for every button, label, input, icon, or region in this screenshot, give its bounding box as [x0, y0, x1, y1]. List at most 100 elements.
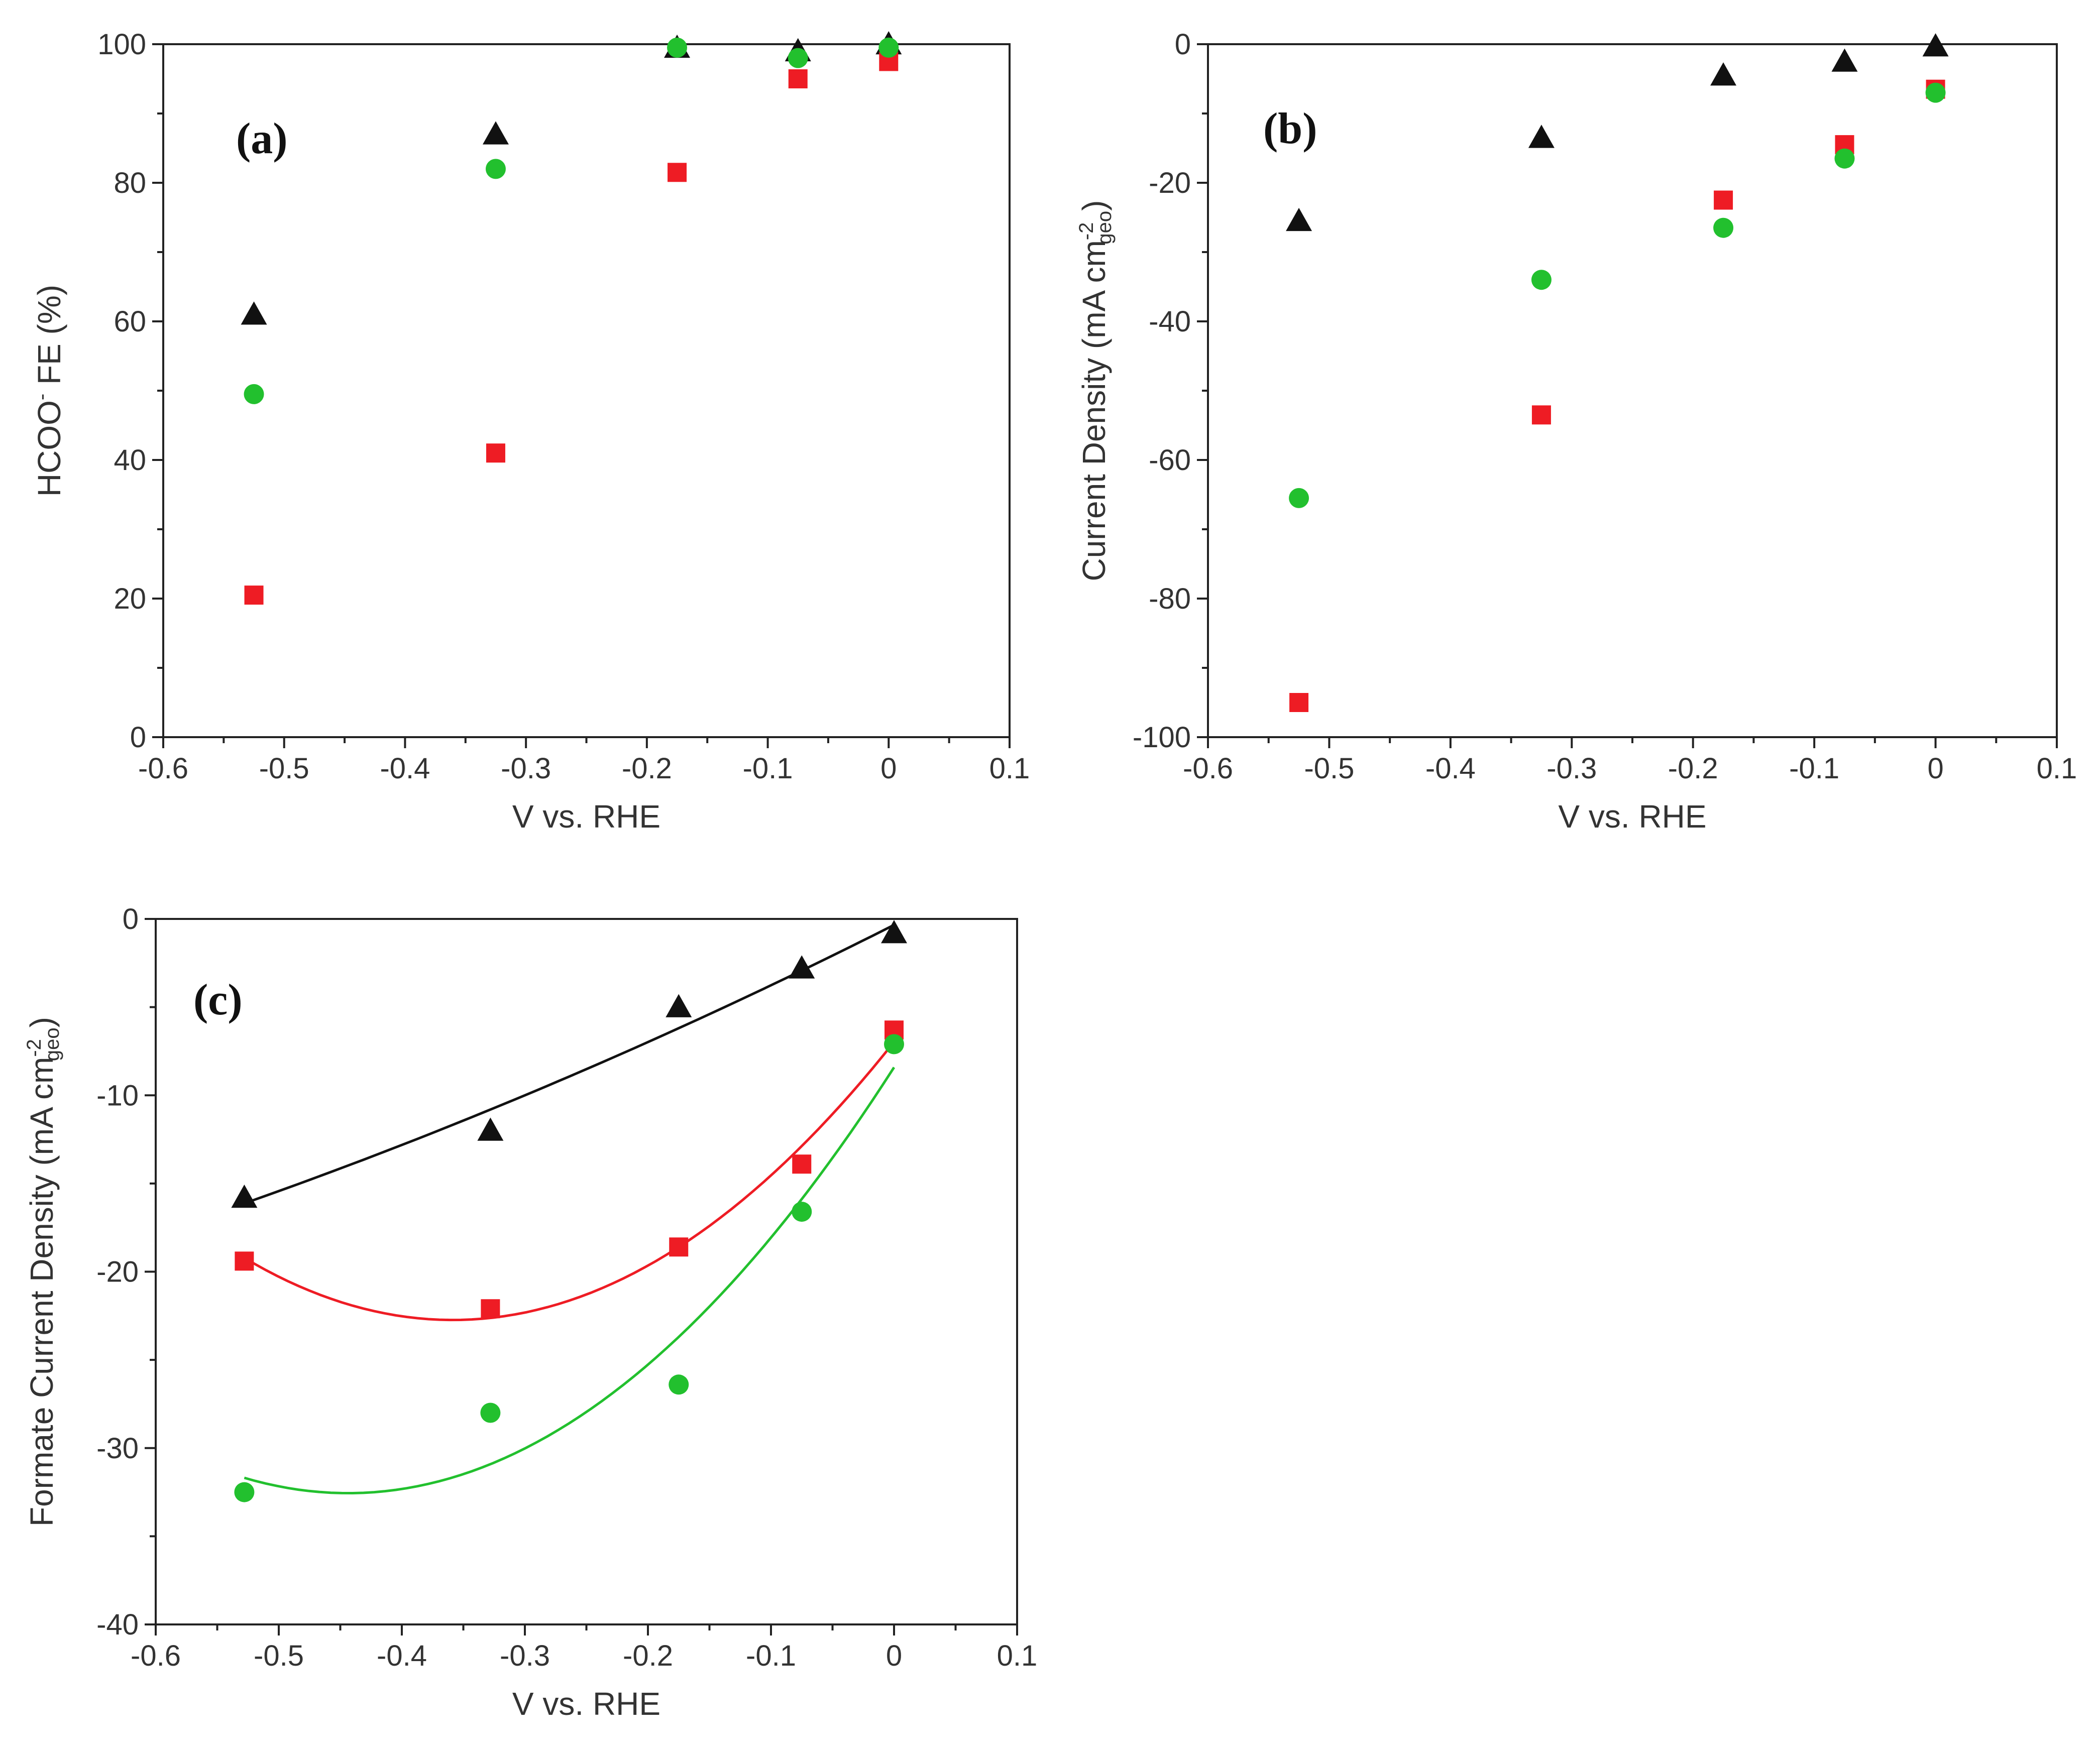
data-point-black: [1710, 62, 1737, 86]
data-point-red: [1289, 693, 1309, 712]
y-tick-label: -20: [96, 1256, 139, 1289]
x-tick-label: -0.5: [254, 1640, 304, 1672]
y-tick-label: 60: [114, 305, 146, 338]
y-tick-label: -100: [1133, 721, 1191, 754]
y-tick-label: 100: [97, 28, 146, 61]
data-point-green: [884, 1034, 904, 1055]
y-tick-label: 0: [1175, 28, 1191, 61]
x-tick-label: -0.5: [259, 752, 309, 785]
x-tick-label: 0: [880, 752, 897, 785]
y-axis-title-main: Formate Current Density (mA cm: [24, 1057, 60, 1527]
x-tick-label: -0.3: [501, 752, 551, 785]
x-axis-title-a: V vs. RHE: [512, 798, 660, 835]
panel-label-b: (b): [1263, 104, 1317, 153]
y-axis-title-c: Formate Current Density (mA cm-2geo): [23, 1017, 63, 1527]
y-tick-label: 20: [114, 582, 146, 615]
x-tick-label: -0.3: [500, 1640, 550, 1672]
y-tick-label: 80: [114, 167, 146, 199]
panel-a: -0.6 -0.5 -0.4 -0.3 -0.2 -0.1 0 0.1 0 20 40 60 80 100…: [31, 28, 1030, 835]
y-axis-title-b: Current Density (mA cm-2geo): [1075, 200, 1116, 581]
y-tick-label: 0: [130, 721, 146, 754]
panel-c: -0.6 -0.5 -0.4 -0.3 -0.2 -0.1 0 0.1-40-30-20-10…: [23, 903, 1037, 1722]
data-point-red: [481, 1299, 500, 1319]
y-tick-label: -40: [1149, 305, 1191, 338]
panel-label-a: (a): [236, 114, 288, 163]
x-tick-label: -0.2: [622, 752, 672, 785]
x-tick-label: -0.1: [1789, 752, 1839, 785]
ticks-b: -0.6 -0.5 -0.4 -0.3 -0.2 -0.1 0 0.1 -100 -80 -60 -4…: [1133, 28, 2077, 785]
y-axis-title-sup: -2: [23, 1039, 45, 1057]
y-axis-title-sup: -2: [1075, 222, 1097, 241]
y-axis-title-sub: geo: [41, 1027, 63, 1061]
x-axis-title-b: V vs. RHE: [1558, 798, 1706, 835]
x-tick-label: -0.6: [131, 1640, 181, 1672]
data-points-a: [241, 31, 902, 605]
data-points-b: [1286, 33, 1949, 712]
x-tick-label: -0.4: [377, 1640, 427, 1672]
data-point-green: [480, 1403, 501, 1423]
x-tick-label: 0: [1927, 752, 1943, 785]
ticks-a: -0.6 -0.5 -0.4 -0.3 -0.2 -0.1 0 0.1 0 20 40 60 80 100: [97, 28, 1030, 785]
data-point-black: [241, 301, 267, 325]
x-tick-label: -0.1: [746, 1640, 796, 1672]
y-tick-label: 40: [114, 444, 146, 477]
y-axis-title-main: HCOO: [31, 400, 67, 497]
x-tick-label: -0.1: [743, 752, 793, 785]
data-point-black: [881, 920, 907, 944]
ticks-c: -0.6 -0.5 -0.4 -0.3 -0.2 -0.1 0 0.1 -40 -30 -20 -10…: [96, 903, 1037, 1672]
panel-label-c: (c): [193, 976, 243, 1024]
panel-b: -0.6 -0.5 -0.4 -0.3 -0.2 -0.1 0 0.1 -100 -80 -60 -4…: [1075, 28, 2077, 835]
fit-curve-green: [244, 1067, 896, 1495]
x-tick-label: 0.1: [997, 1640, 1038, 1672]
y-tick-label: 0: [123, 903, 139, 936]
data-point-black: [477, 1117, 504, 1141]
data-point-green: [878, 37, 899, 58]
y-axis-title-sup: -: [31, 394, 53, 400]
fit-curve-black: [244, 923, 895, 1205]
data-point-black: [1286, 207, 1312, 231]
x-tick-label: -0.6: [1183, 752, 1233, 785]
x-tick-label: -0.6: [138, 752, 188, 785]
x-tick-label: 0.1: [989, 752, 1030, 785]
data-point-green: [234, 1482, 255, 1502]
y-tick-label: -40: [96, 1608, 139, 1641]
x-tick-label: -0.2: [623, 1640, 673, 1672]
y-axis-title-rest: ): [24, 1017, 60, 1027]
data-point-black: [1831, 48, 1858, 72]
data-point-red: [235, 1251, 254, 1271]
y-axis-title-rest: ): [1076, 200, 1112, 211]
y-axis-title-rest: FE (%): [31, 285, 67, 394]
data-point-green: [1925, 82, 1946, 103]
data-point-green: [1289, 488, 1309, 508]
data-point-red: [486, 443, 505, 463]
data-point-black: [1528, 125, 1555, 148]
data-point-red: [244, 586, 264, 605]
x-tick-label: 0.1: [2037, 752, 2077, 785]
x-tick-label: -0.5: [1304, 752, 1354, 785]
y-axis-title-a: HCOO- FE (%): [31, 285, 67, 497]
data-point-green: [1834, 148, 1855, 169]
y-tick-label: -10: [96, 1079, 139, 1112]
data-point-black: [1922, 33, 1949, 57]
data-points-c: [231, 920, 907, 1502]
data-point-green: [1713, 217, 1734, 238]
fit-curve-red: [244, 1041, 895, 1322]
data-point-red: [1714, 190, 1733, 210]
fit-lines-c: [244, 923, 896, 1495]
data-point-black: [482, 121, 509, 145]
x-tick-label: 0: [886, 1640, 902, 1672]
plot-frame-b: [1207, 43, 2058, 738]
y-axis-title-sub: geo: [1093, 211, 1116, 245]
data-point-red: [788, 69, 808, 88]
data-point-green: [667, 37, 688, 58]
x-axis-title-c: V vs. RHE: [512, 1686, 660, 1722]
y-tick-label: -20: [1149, 167, 1191, 199]
x-tick-label: -0.4: [380, 752, 430, 785]
data-point-green: [244, 384, 264, 404]
data-point-green: [792, 1202, 812, 1222]
data-point-black: [231, 1184, 258, 1208]
data-point-green: [485, 159, 506, 179]
data-point-red: [669, 1237, 689, 1257]
y-tick-label: -60: [1149, 444, 1191, 477]
